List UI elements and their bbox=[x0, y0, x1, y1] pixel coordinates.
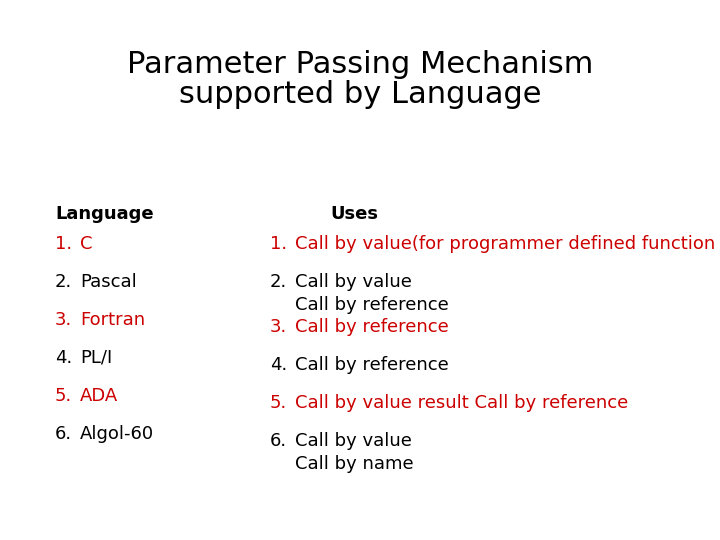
Text: PL/I: PL/I bbox=[80, 349, 112, 367]
Text: Call by reference: Call by reference bbox=[295, 296, 449, 314]
Text: 3.: 3. bbox=[270, 318, 287, 336]
Text: Algol-60: Algol-60 bbox=[80, 425, 154, 443]
Text: 6.: 6. bbox=[55, 425, 72, 443]
Text: Call by reference: Call by reference bbox=[295, 356, 449, 374]
Text: supported by Language: supported by Language bbox=[179, 80, 541, 109]
Text: Call by reference: Call by reference bbox=[295, 318, 449, 336]
Text: ADA: ADA bbox=[80, 387, 118, 405]
Text: 6.: 6. bbox=[270, 432, 287, 450]
Text: 4.: 4. bbox=[270, 356, 287, 374]
Text: Call by value result Call by reference: Call by value result Call by reference bbox=[295, 394, 629, 412]
Text: 5.: 5. bbox=[55, 387, 72, 405]
Text: 5.: 5. bbox=[270, 394, 287, 412]
Text: Pascal: Pascal bbox=[80, 273, 137, 291]
Text: 2.: 2. bbox=[55, 273, 72, 291]
Text: Call by name: Call by name bbox=[295, 455, 413, 473]
Text: 1.: 1. bbox=[270, 235, 287, 253]
Text: C: C bbox=[80, 235, 92, 253]
Text: Fortran: Fortran bbox=[80, 311, 145, 329]
Text: 2.: 2. bbox=[270, 273, 287, 291]
Text: 1.: 1. bbox=[55, 235, 72, 253]
Text: 4.: 4. bbox=[55, 349, 72, 367]
Text: 3.: 3. bbox=[55, 311, 72, 329]
Text: Call by value(for programmer defined function: Call by value(for programmer defined fun… bbox=[295, 235, 715, 253]
Text: Call by value: Call by value bbox=[295, 273, 412, 291]
Text: Uses: Uses bbox=[330, 205, 378, 223]
Text: Call by value: Call by value bbox=[295, 432, 412, 450]
Text: Language: Language bbox=[55, 205, 153, 223]
Text: Parameter Passing Mechanism: Parameter Passing Mechanism bbox=[127, 50, 593, 79]
